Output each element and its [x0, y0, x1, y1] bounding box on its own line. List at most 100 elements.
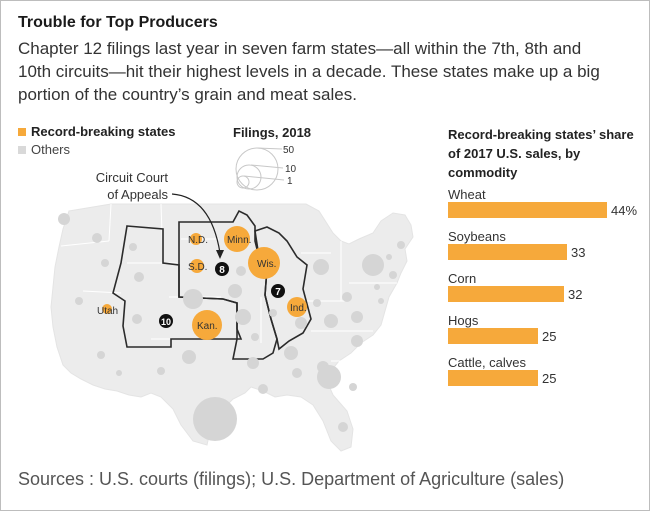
record-circle-ut — [102, 304, 112, 314]
graphic-subtitle: Chapter 12 filings last year in seven fa… — [18, 39, 600, 104]
record-circle-mn — [224, 226, 250, 252]
filings-circle-wa — [58, 213, 70, 225]
circuit-8-label: 8 — [219, 265, 225, 276]
bar-value-label: 25 — [542, 329, 557, 344]
annotation-line-1: Circuit Court — [96, 170, 169, 185]
bar-category-label: Hogs — [448, 313, 479, 328]
filings-circle-mn-s — [236, 266, 246, 276]
bar-rect — [448, 286, 564, 302]
filings-circle-ky — [295, 317, 307, 329]
bar-category-label: Cattle, calves — [448, 355, 527, 370]
record-circle-wi — [248, 247, 280, 279]
legend-other-states: Others — [18, 142, 70, 157]
bar-rect — [448, 328, 538, 344]
annotation-arrowhead — [216, 250, 224, 259]
record-circle-ks — [192, 310, 222, 340]
filings-circle-wv — [324, 314, 338, 328]
legend-record-label: Record-breaking states — [31, 124, 176, 139]
circuit-7-boundary — [254, 226, 312, 351]
filings-size-legend: 50 10 1 — [235, 145, 297, 191]
filings-circle-ma — [389, 271, 397, 279]
filings-circle-ca-n — [97, 351, 105, 359]
other-state-markers — [58, 213, 405, 441]
bar-rect — [448, 202, 607, 218]
filings-circle-or — [92, 233, 102, 243]
filings-circle-co — [132, 314, 142, 324]
circuit-8-badge — [215, 262, 229, 276]
legend-others-label: Others — [31, 142, 71, 157]
label-nd: N.D. — [188, 235, 208, 246]
filings-circle-tx — [193, 397, 237, 441]
annotation-arrow — [171, 193, 221, 254]
filings-circle-mt — [129, 243, 137, 251]
circuit-7-label: 7 — [275, 287, 281, 298]
circuit-10-badge — [159, 314, 173, 328]
label-sd: S.D. — [188, 262, 207, 273]
bar-rect — [448, 244, 567, 260]
bar-value-label: 25 — [542, 371, 557, 386]
filings-circle-misc — [251, 333, 259, 341]
filings-circle-ia — [228, 284, 242, 298]
filings-legend-title: Filings, 2018 — [233, 125, 312, 140]
bar-value-label: 33 — [571, 245, 586, 260]
size-legend-1: 1 — [287, 176, 293, 187]
filings-circle-la — [258, 384, 268, 394]
circuit-boundaries — [112, 209, 312, 360]
size-legend-circle-small — [236, 175, 250, 189]
label-wi: Wis. — [257, 259, 276, 270]
bar-value-label: 44% — [611, 203, 638, 218]
filings-circle-fl — [338, 422, 348, 432]
size-legend-circle-medium — [236, 164, 262, 190]
sources-note: Sources : U.S. courts (filings); U.S. De… — [18, 469, 565, 489]
filings-circle-vt — [386, 254, 392, 260]
size-legend-circle-large — [235, 147, 279, 191]
bar-rect — [448, 370, 538, 386]
filings-circle-oh — [313, 299, 321, 307]
size-legend-50: 50 — [283, 145, 295, 156]
annotation-line-2: of Appeals — [107, 187, 168, 202]
record-circle-in — [287, 297, 307, 317]
filings-circle-ga — [317, 365, 341, 389]
legend-others-swatch — [18, 146, 26, 154]
filings-circle-ms — [292, 368, 302, 378]
filings-circle-ne — [183, 289, 203, 309]
filings-circle-ny — [362, 254, 384, 276]
filings-circle-tn — [284, 346, 298, 360]
bar-category-label: Wheat — [448, 187, 486, 202]
filings-circle-nj — [374, 284, 380, 290]
filings-circle-mo — [235, 309, 251, 325]
bar-category-label: Soybeans — [448, 229, 506, 244]
record-state-markers — [102, 226, 307, 340]
circuit-court-annotation: Circuit Court of Appeals — [96, 170, 224, 259]
circuit-badges: 8 7 10 — [159, 262, 285, 328]
label-mn: Minn. — [227, 235, 251, 246]
filings-circle-sc — [349, 383, 357, 391]
circuit-10-label: 10 — [161, 317, 171, 327]
bar-category-label: Corn — [448, 271, 477, 286]
filings-circle-nv — [75, 297, 83, 305]
filings-circle-ar — [247, 357, 259, 369]
bars-title: Record-breaking states’ share of 2017 U.… — [448, 127, 634, 180]
filings-circle-il — [269, 309, 277, 317]
legend-record-swatch — [18, 128, 26, 136]
legend-record-states: Record-breaking states — [18, 124, 176, 139]
filings-circle-pa — [342, 292, 352, 302]
bar-value-label: 32 — [568, 287, 583, 302]
graphic-title: Trouble for Top Producers — [18, 14, 218, 31]
filings-circle-nm — [157, 367, 165, 375]
filings-circle-mi — [313, 259, 329, 275]
record-circle-nd — [190, 233, 202, 245]
circuit-7-badge — [271, 284, 285, 298]
filings-circle-id — [101, 259, 109, 267]
label-ut: Utah — [97, 306, 118, 317]
filings-circle-va — [351, 311, 363, 323]
filings-circle-az — [116, 370, 122, 376]
filings-circle-wy — [134, 272, 144, 282]
label-ks: Kan. — [197, 321, 218, 332]
filings-circle-nc — [351, 335, 363, 347]
label-in: Ind. — [290, 303, 307, 314]
filings-circle-md — [378, 298, 384, 304]
size-legend-10: 10 — [285, 164, 297, 175]
